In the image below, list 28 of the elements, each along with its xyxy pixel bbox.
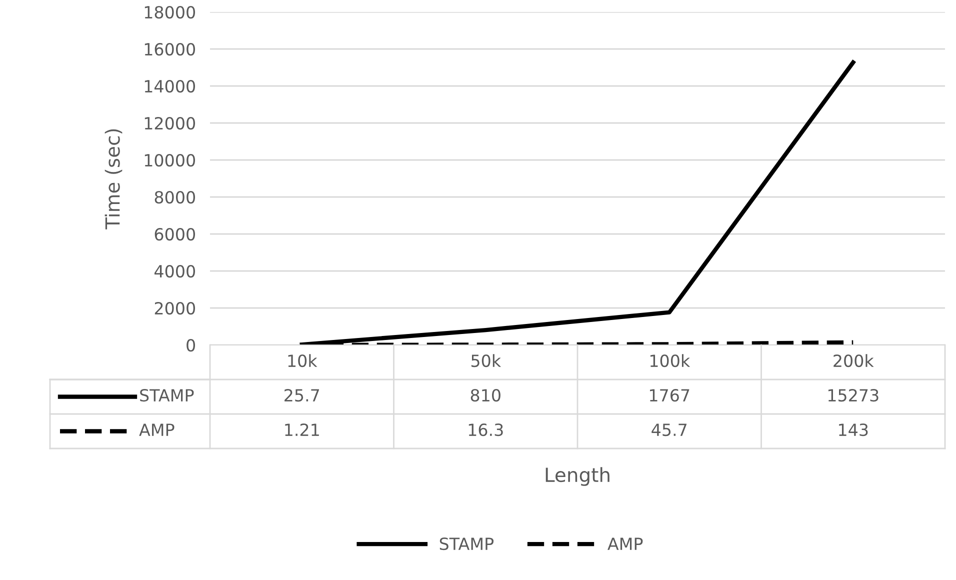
data-label: 25.7 bbox=[284, 388, 320, 402]
data-label: 1767 bbox=[650, 388, 690, 402]
legend-label: AMP bbox=[139, 424, 174, 436]
y-tick-label: 4000 bbox=[154, 264, 196, 278]
data-label: 16.3 bbox=[468, 423, 503, 436]
y-axis-title: Time (sec) bbox=[104, 129, 122, 230]
data-label: 45.7 bbox=[652, 424, 687, 436]
y-tick-label: 2000 bbox=[154, 302, 196, 315]
x-tick-label: 100k bbox=[650, 354, 690, 368]
data-label: 810 bbox=[470, 388, 500, 402]
data-label: 1.21 bbox=[285, 423, 319, 436]
y-tick-label: 12000 bbox=[144, 116, 196, 130]
data-label: 15273 bbox=[828, 388, 878, 402]
x-tick-label: 50k bbox=[471, 354, 502, 368]
y-tick-label: 0 bbox=[186, 338, 196, 352]
x-tick-label: 10k bbox=[288, 354, 318, 368]
text: Length bbox=[546, 467, 610, 486]
y-tick-label: 18000 bbox=[144, 6, 196, 19]
y-tick-label: 16000 bbox=[144, 42, 196, 56]
y-tick-label: 14000 bbox=[144, 80, 196, 93]
text: AMP bbox=[608, 538, 643, 550]
y-tick-label: 10000 bbox=[144, 154, 196, 167]
legend-label: STAMP bbox=[140, 388, 194, 402]
data-label: 143 bbox=[839, 423, 868, 436]
y-tick-label: 8000 bbox=[154, 190, 196, 204]
text: STAMP bbox=[440, 537, 494, 550]
y-tick-label: 6000 bbox=[154, 228, 196, 241]
x-tick-label: 200k bbox=[834, 354, 874, 368]
